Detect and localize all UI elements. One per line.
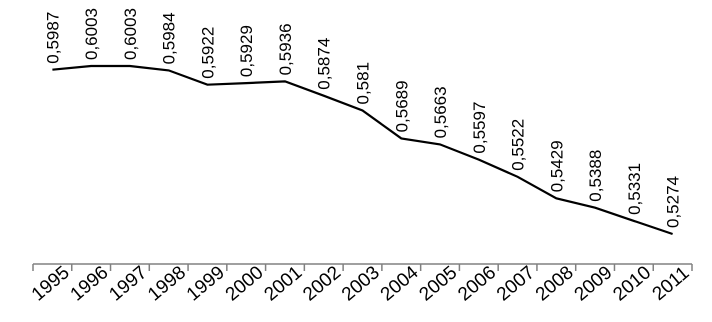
data-label: 0,6003 xyxy=(121,8,140,60)
x-tick-label: 1995 xyxy=(28,262,74,305)
x-tick-label: 2007 xyxy=(493,262,539,305)
x-tick-label: 2008 xyxy=(532,262,578,305)
data-label: 0,5388 xyxy=(586,150,605,202)
data-label: 0,5597 xyxy=(470,102,489,154)
data-label: 0,5936 xyxy=(276,23,295,75)
x-tick-label: 2005 xyxy=(415,262,461,305)
data-label: 0,5663 xyxy=(431,86,450,138)
x-tick-label: 2003 xyxy=(338,262,384,305)
data-label: 0,5274 xyxy=(664,176,683,228)
data-label: 0,5874 xyxy=(315,38,334,90)
x-axis-ticks xyxy=(32,264,693,271)
data-label: 0,5331 xyxy=(625,163,644,215)
x-tick-labels: 1995199619971998199920002001200220032004… xyxy=(28,262,694,306)
x-tick-label: 2011 xyxy=(649,263,694,305)
x-tick-label: 2000 xyxy=(222,262,268,305)
x-tick-label: 2010 xyxy=(609,262,655,305)
x-tick-label: 2004 xyxy=(377,262,423,306)
data-label: 0,5689 xyxy=(392,80,411,132)
data-label: 0,5984 xyxy=(160,12,179,64)
x-tick-label: 2009 xyxy=(571,262,617,305)
series-line xyxy=(52,64,673,236)
x-tick-label: 1999 xyxy=(183,262,229,305)
data-label: 0,581 xyxy=(354,62,373,105)
x-tick-label: 1996 xyxy=(67,262,113,305)
data-label: 0,6003 xyxy=(82,8,101,60)
data-label: 0,5929 xyxy=(237,25,256,77)
data-labels: 0,5987 0,6003 0,6003 0,5984 0,5922 0,5929 0,59… xyxy=(43,8,682,228)
data-label: 0,5522 xyxy=(509,119,528,171)
x-tick-label: 2006 xyxy=(454,262,500,305)
data-label: 0,5987 xyxy=(43,12,62,64)
x-tick-label: 1998 xyxy=(144,262,190,305)
x-tick-label: 2001 xyxy=(260,262,306,305)
x-tick-label: 1997 xyxy=(105,262,151,305)
data-label: 0,5429 xyxy=(547,140,566,192)
x-tick-label: 2002 xyxy=(299,262,345,305)
data-label: 0,5922 xyxy=(198,27,217,79)
